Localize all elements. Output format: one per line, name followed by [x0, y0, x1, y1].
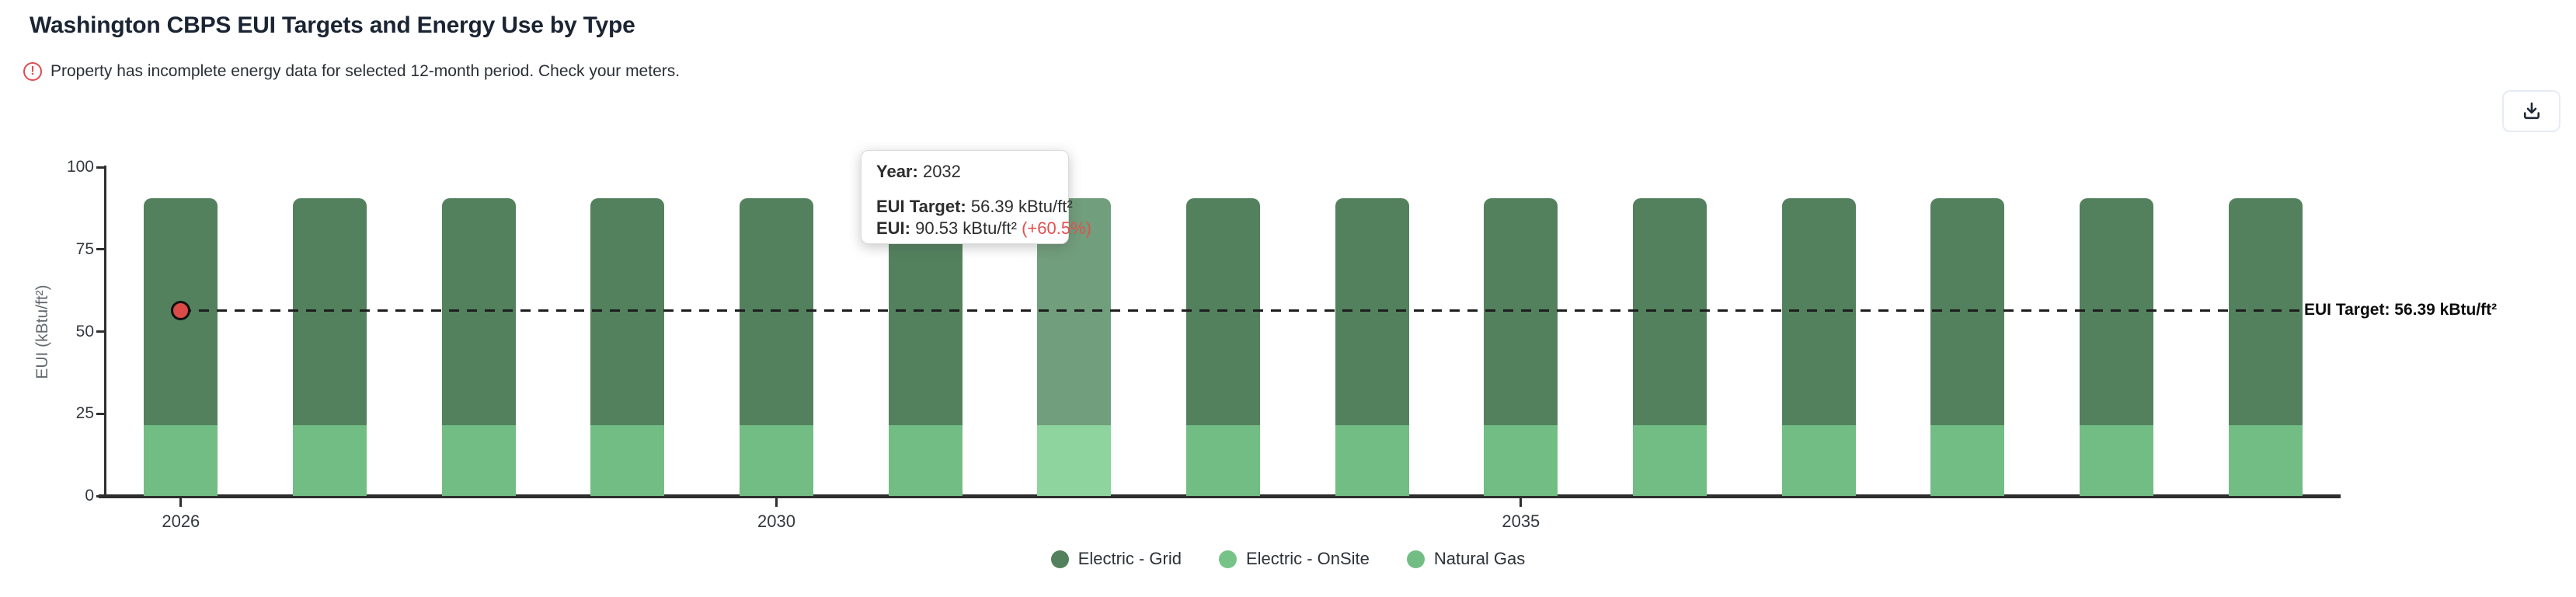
legend-label: Electric - OnSite: [1245, 549, 1370, 568]
tooltip-target-label: EUI Target:: [876, 197, 966, 216]
bar-segment-electric-grid[interactable]: [1633, 198, 1707, 426]
x-tick-label: 2035: [1502, 511, 1540, 531]
bar-segment-natural-gas[interactable]: [1186, 425, 1260, 496]
bar-segment-electric-grid[interactable]: [1186, 198, 1260, 426]
tooltip-eui-row: EUI: 90.53 kBtu/ft² (+60.5%): [876, 218, 1091, 239]
tooltip-eui-delta: (+60.5%): [1022, 218, 1091, 238]
bar-segment-natural-gas[interactable]: [293, 425, 367, 496]
legend-swatch-icon: [1406, 550, 1425, 568]
download-icon: [2523, 102, 2539, 120]
x-tick-mark: [775, 498, 778, 507]
legend-swatch-icon: [1218, 550, 1237, 568]
bar-segment-electric-grid[interactable]: [2080, 198, 2153, 426]
bar-segment-electric-grid[interactable]: [441, 198, 516, 426]
tooltip-target-row: EUI Target: 56.39 kBtu/ft²: [876, 196, 1073, 218]
legend-item-electric-onsite[interactable]: Electric - OnSite: [1218, 549, 1370, 569]
bar-segment-natural-gas[interactable]: [441, 425, 516, 496]
legend-item-electric-grid[interactable]: Electric - Grid: [1050, 549, 1182, 569]
y-tick-mark: [96, 494, 105, 498]
eui-target-line: [180, 309, 2303, 312]
bar-segment-natural-gas[interactable]: [740, 425, 813, 496]
y-axis-line: [104, 166, 106, 497]
chart-legend: Electric - Grid Electric - OnSite Natural …: [0, 549, 2576, 569]
bar-segment-natural-gas[interactable]: [1781, 425, 1856, 496]
alert-circle-icon: !: [23, 62, 42, 81]
warning-banner: ! Property has incomplete energy data fo…: [23, 62, 680, 81]
bar-segment-electric-grid[interactable]: [2228, 198, 2303, 426]
x-tick-mark: [179, 498, 183, 507]
tooltip-eui-value: 90.53 kBtu/ft²: [915, 218, 1017, 238]
tooltip-year-row: Year: 2032: [876, 161, 1053, 183]
eui-target-marker[interactable]: [171, 300, 191, 320]
y-tick-mark: [96, 166, 105, 169]
y-tick-mark: [96, 412, 105, 415]
bar-segment-natural-gas[interactable]: [1335, 425, 1409, 496]
y-tick-label: 0: [85, 487, 94, 504]
bar-segment-natural-gas[interactable]: [2228, 425, 2303, 496]
chart-title: Washington CBPS EUI Targets and Energy U…: [30, 12, 635, 38]
x-tick-mark: [1519, 498, 1523, 507]
x-tick-label: 2030: [757, 511, 795, 531]
bar-segment-natural-gas[interactable]: [888, 425, 963, 496]
warning-text: Property has incomplete energy data for …: [50, 62, 681, 80]
bar-segment-electric-grid[interactable]: [293, 198, 367, 426]
bar-segment-electric-grid[interactable]: [1781, 198, 1856, 426]
download-button[interactable]: [2502, 90, 2560, 132]
tooltip-year-label: Year:: [876, 162, 918, 181]
bar-segment-electric-grid[interactable]: [1930, 198, 2005, 426]
y-tick-label: 50: [75, 322, 94, 340]
bar-segment-electric-grid[interactable]: [1335, 198, 1409, 426]
bar-segment-natural-gas[interactable]: [590, 425, 665, 496]
y-tick-mark: [96, 248, 105, 251]
bar-segment-electric-grid[interactable]: [740, 198, 813, 426]
y-tick-label: 100: [66, 158, 94, 176]
legend-label: Natural Gas: [1433, 549, 1526, 568]
x-tick-label: 2026: [162, 511, 200, 531]
bar-segment-natural-gas[interactable]: [1633, 425, 1707, 496]
bar-segment-natural-gas[interactable]: [1930, 425, 2005, 496]
eui-target-annotation: EUI Target: 56.39 kBtu/ft²: [2304, 301, 2498, 319]
legend-item-natural-gas[interactable]: Natural Gas: [1406, 549, 1526, 569]
legend-label: Electric - Grid: [1077, 549, 1182, 568]
bar-segment-natural-gas[interactable]: [144, 425, 218, 496]
tooltip-target-value: 56.39 kBtu/ft²: [970, 197, 1073, 216]
y-tick-label: 75: [75, 239, 94, 258]
bar-segment-natural-gas[interactable]: [1484, 425, 1558, 496]
y-tick-label: 25: [75, 404, 94, 423]
bar-segment-natural-gas[interactable]: [1037, 425, 1112, 496]
x-axis-line: [99, 494, 2341, 498]
bar-segment-electric-grid[interactable]: [590, 198, 665, 426]
legend-swatch-icon: [1050, 550, 1069, 568]
tooltip-year-value: 2032: [922, 162, 961, 181]
tooltip-eui-label: EUI:: [876, 218, 910, 238]
y-tick-mark: [96, 330, 105, 333]
chart-tooltip: Year: 2032 EUI Target: 56.39 kBtu/ft² EU…: [861, 150, 1091, 244]
bar-segment-electric-grid[interactable]: [1484, 198, 1558, 426]
bar-segment-natural-gas[interactable]: [2080, 425, 2153, 496]
